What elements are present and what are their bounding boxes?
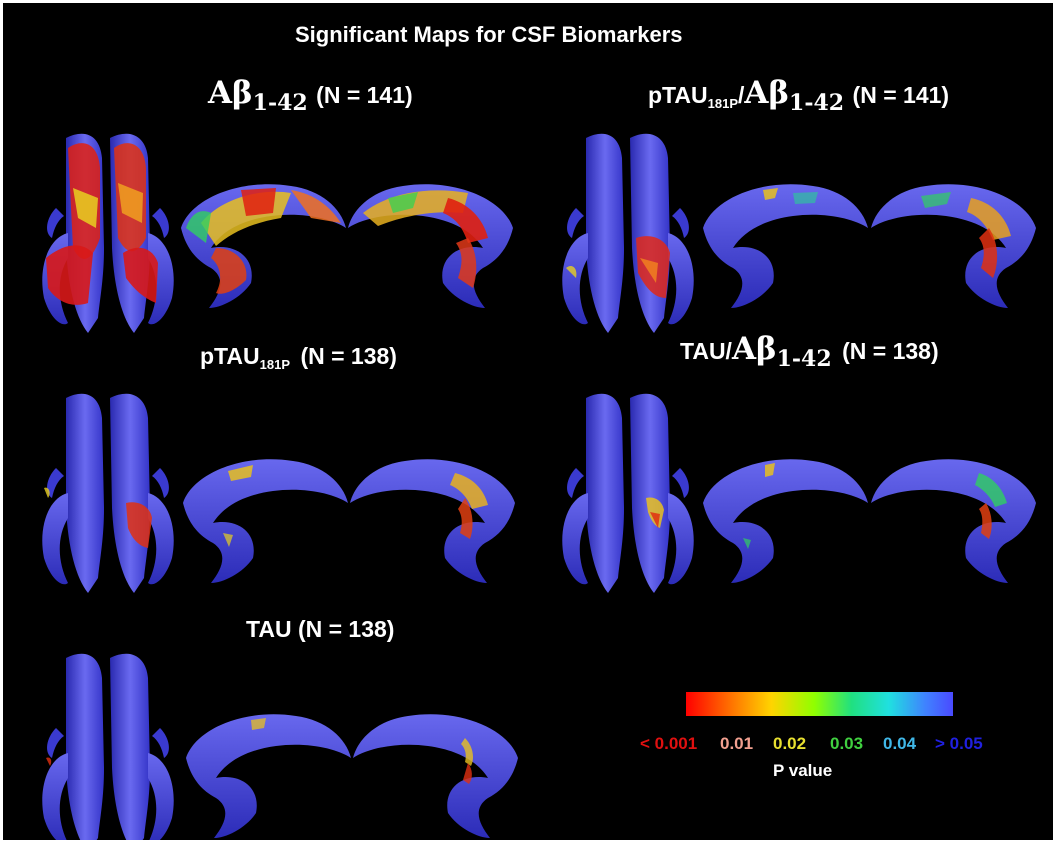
tau-abeta-top-view <box>562 393 694 593</box>
abeta-main: Aβ <box>208 75 253 111</box>
ptau-abeta-sub: 1-42 <box>789 90 845 116</box>
abeta-n: (N = 141) <box>316 82 413 108</box>
tau-abeta-sub: 1-42 <box>776 346 832 372</box>
legend-tick-1: 0.01 <box>720 734 754 753</box>
ptau-abeta-side-view-right <box>871 184 1036 308</box>
abeta-top-view <box>42 133 174 333</box>
ptau-prefix-sub: 181P <box>259 357 290 372</box>
legend-tick-2: 0.02 <box>773 734 807 753</box>
tau-abeta-n: (N = 138) <box>842 338 939 364</box>
ptau-abeta-top-view <box>562 133 694 333</box>
legend-tick-4: 0.04 <box>883 734 917 753</box>
tau-abeta-side-view-left <box>703 459 868 583</box>
ptau-abeta-n: (N = 141) <box>852 82 950 108</box>
tau-abeta-side-view-right <box>871 459 1036 583</box>
legend-tick-0: < 0.001 <box>640 734 698 753</box>
ptau-side-view-right <box>350 459 515 583</box>
abeta-side-view-right <box>348 184 513 308</box>
legend-tick-3: 0.03 <box>830 734 864 753</box>
ptau-n: (N = 138) <box>300 343 397 369</box>
abeta-side-view-left <box>181 184 346 308</box>
label-abeta: Aβ1-42 (N = 141) <box>208 75 413 116</box>
tau-side-view-left <box>186 714 351 838</box>
figure-canvas: Significant Maps for CSF Biomarkers Aβ1-… <box>3 3 1053 840</box>
label-ptau: pTAU181P (N = 138) <box>200 343 397 372</box>
label-tau: TAU (N = 138) <box>246 616 395 642</box>
ptau-abeta-slash: / <box>738 82 745 108</box>
figure-title: Significant Maps for CSF Biomarkers <box>295 22 683 47</box>
ptau-prefix: pTAU <box>200 343 260 369</box>
legend-tick-5: > 0.05 <box>935 734 983 753</box>
label-ptau-abeta: pTAU181P/Aβ1-42 (N = 141) <box>648 75 949 116</box>
label-tau-abeta: TAU/Aβ1-42 (N = 138) <box>680 331 939 372</box>
p-value-axis-label: P value <box>773 761 833 780</box>
ptau-top-view <box>42 393 174 593</box>
tau-abeta-main: Aβ <box>731 331 777 367</box>
abeta-sub: 1-42 <box>252 90 308 116</box>
ventricle-renderings <box>42 133 1036 840</box>
tau-top-view <box>42 653 174 840</box>
p-value-color-bar <box>686 692 953 716</box>
ptau-abeta-side-view-left <box>703 184 868 308</box>
ptau-abeta-main: Aβ <box>744 75 790 111</box>
tau-abeta-prefix: TAU/ <box>680 338 732 364</box>
ptau-abeta-prefix: pTAU <box>648 82 708 108</box>
tau-side-view-right <box>353 714 518 838</box>
ptau-abeta-prefix-sub: 181P <box>707 96 738 111</box>
ptau-side-view-left <box>183 459 348 583</box>
